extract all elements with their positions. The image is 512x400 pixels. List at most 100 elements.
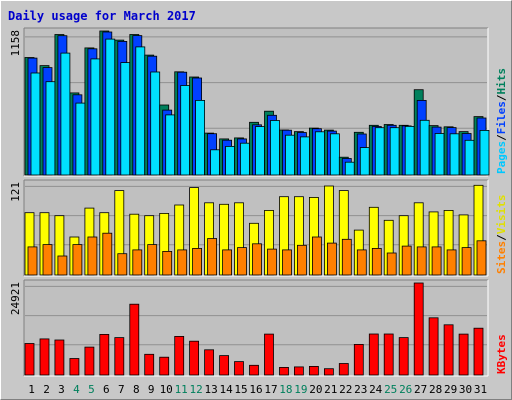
bar-pages-day-2 [45,81,56,176]
bar-kbytes-day-2 [39,338,50,376]
bar-sites-day-28 [431,246,442,276]
x-tick-label-day-18: 18 [279,383,292,396]
x-tick-label-day-11: 11 [175,383,188,396]
bar-kbytes-day-19 [293,366,304,376]
bar-kbytes-day-18 [279,366,289,376]
bar-pages-day-19 [299,136,310,176]
legend-label: Sites [495,241,508,274]
bar-kbytes-day-1 [24,343,35,376]
bar-sites-day-25 [386,252,397,276]
x-tick-label-day-29: 29 [444,383,457,396]
x-tick-label-day-23: 23 [354,383,367,396]
bar-sites-day-31 [476,240,487,276]
bar-pages-day-26 [404,126,415,176]
bar-sites-day-6 [102,232,113,276]
bar-kbytes-day-13 [204,349,215,376]
bar-sites-day-21 [326,242,337,276]
legend-label: Pages [495,141,508,174]
legend-label: KBytes [495,334,508,374]
x-tick-label-day-7: 7 [118,383,125,396]
bar-pages-day-12 [195,100,206,176]
bar-pages-day-25 [389,127,400,176]
y-tick-label-visits: 121 [9,182,22,202]
bar-kbytes-day-11 [174,335,185,376]
bar-pages-day-24 [374,127,385,176]
bar-pages-day-10 [165,114,176,176]
x-tick-label-day-26: 26 [399,383,412,396]
x-tick-label-day-24: 24 [369,383,383,396]
x-tick-label-day-28: 28 [429,383,442,396]
bar-pages-day-29 [449,133,460,176]
bar-sites-day-8 [132,249,143,276]
x-tick-label-day-27: 27 [414,383,427,396]
bar-pages-day-23 [359,147,370,176]
bar-sites-day-22 [341,238,352,276]
bar-kbytes-day-9 [144,353,155,376]
y-tick-label-kbytes: 24921 [9,282,22,315]
x-tick-label-day-13: 13 [204,383,217,396]
legend-label: Hits [495,68,508,95]
bar-pages-day-7 [120,62,131,176]
bar-pages-day-3 [60,52,71,176]
bar-sites-day-15 [237,247,247,276]
bar-sites-day-26 [401,245,412,276]
bar-pages-day-1 [30,72,41,176]
bar-sites-day-9 [147,244,158,276]
legend-label: / [495,134,508,141]
legend-label: / [495,234,508,241]
bar-kbytes-day-25 [383,333,394,376]
bar-pages-day-31 [479,129,490,176]
x-tick-label-day-15: 15 [234,383,247,396]
bar-pages-day-18 [285,134,295,176]
bar-sites-day-17 [267,248,277,276]
legend-label: Visits [495,195,508,235]
bar-sites-day-10 [162,250,173,276]
bar-pages-day-30 [464,139,475,176]
bar-pages-day-6 [105,38,116,176]
bar-sites-day-5 [87,236,98,276]
bar-pages-day-20 [314,131,325,176]
bar-pages-day-15 [240,142,250,176]
bar-kbytes-day-3 [54,339,65,376]
bar-kbytes-day-28 [428,317,439,376]
bar-pages-day-22 [344,161,355,176]
bar-kbytes-day-10 [159,356,170,376]
x-tick-label-day-2: 2 [43,383,50,396]
legend-kbytes: KBytes [495,334,508,374]
bar-sites-day-23 [356,249,367,276]
bar-sites-day-13 [207,238,218,276]
bar-kbytes-day-5 [84,346,95,376]
bar-pages-day-28 [434,133,445,176]
x-tick-label-day-25: 25 [384,383,397,396]
legend-label: Files [495,101,508,134]
bar-sites-day-7 [117,253,128,276]
x-tick-label-day-6: 6 [103,383,110,396]
x-tick-label-day-19: 19 [294,383,307,396]
bar-sites-day-16 [252,243,262,276]
x-tick-label-day-31: 31 [474,383,487,396]
bar-kbytes-day-17 [264,333,274,376]
bar-kbytes-day-24 [368,333,379,376]
bar-sites-day-4 [72,244,83,276]
bar-pages-day-5 [90,58,101,176]
bar-kbytes-day-16 [249,364,259,376]
bar-pages-day-16 [255,126,265,176]
bar-kbytes-day-7 [114,337,125,376]
bar-pages-day-8 [135,46,146,176]
x-tick-label-day-3: 3 [58,383,65,396]
bar-kbytes-day-14 [219,355,230,376]
bar-kbytes-day-30 [458,333,469,376]
bar-pages-day-11 [180,85,191,176]
bar-pages-day-17 [270,120,280,176]
bar-sites-day-27 [416,246,427,276]
x-tick-label-day-4: 4 [73,383,80,396]
bar-pages-day-14 [225,145,236,176]
bar-pages-day-13 [210,149,221,176]
bar-kbytes-day-31 [473,327,484,376]
legend-hits: Pages/Files/Hits [495,68,508,174]
x-tick-label-day-30: 30 [459,383,472,396]
legend-visits: Sites/Visits [495,195,508,275]
bar-sites-day-1 [27,246,38,276]
x-tick-label-day-21: 21 [324,383,337,396]
